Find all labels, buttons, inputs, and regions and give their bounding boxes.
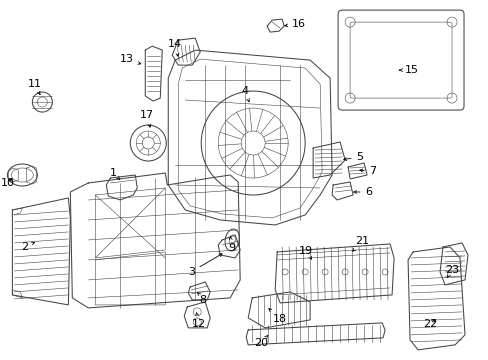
- Text: 23: 23: [444, 265, 458, 278]
- Text: 1: 1: [110, 168, 120, 180]
- Text: 3: 3: [187, 254, 222, 277]
- Text: 18: 18: [268, 309, 286, 324]
- Text: 17: 17: [140, 110, 154, 127]
- Text: 9: 9: [228, 237, 235, 253]
- Text: 15: 15: [399, 65, 418, 75]
- Text: 16: 16: [285, 19, 305, 29]
- Text: 13: 13: [120, 54, 141, 64]
- Text: 7: 7: [359, 166, 376, 176]
- Text: 11: 11: [27, 79, 41, 94]
- Text: 20: 20: [254, 335, 268, 348]
- Text: 2: 2: [21, 242, 35, 252]
- Text: 4: 4: [241, 86, 249, 102]
- Text: 10: 10: [0, 178, 14, 188]
- Text: 5: 5: [343, 152, 363, 162]
- Text: 22: 22: [422, 319, 436, 329]
- Text: 21: 21: [352, 236, 368, 251]
- Text: 19: 19: [299, 246, 313, 259]
- Text: 8: 8: [197, 292, 206, 305]
- Text: 12: 12: [192, 313, 206, 329]
- Text: 6: 6: [353, 187, 372, 197]
- Text: 14: 14: [168, 39, 182, 56]
